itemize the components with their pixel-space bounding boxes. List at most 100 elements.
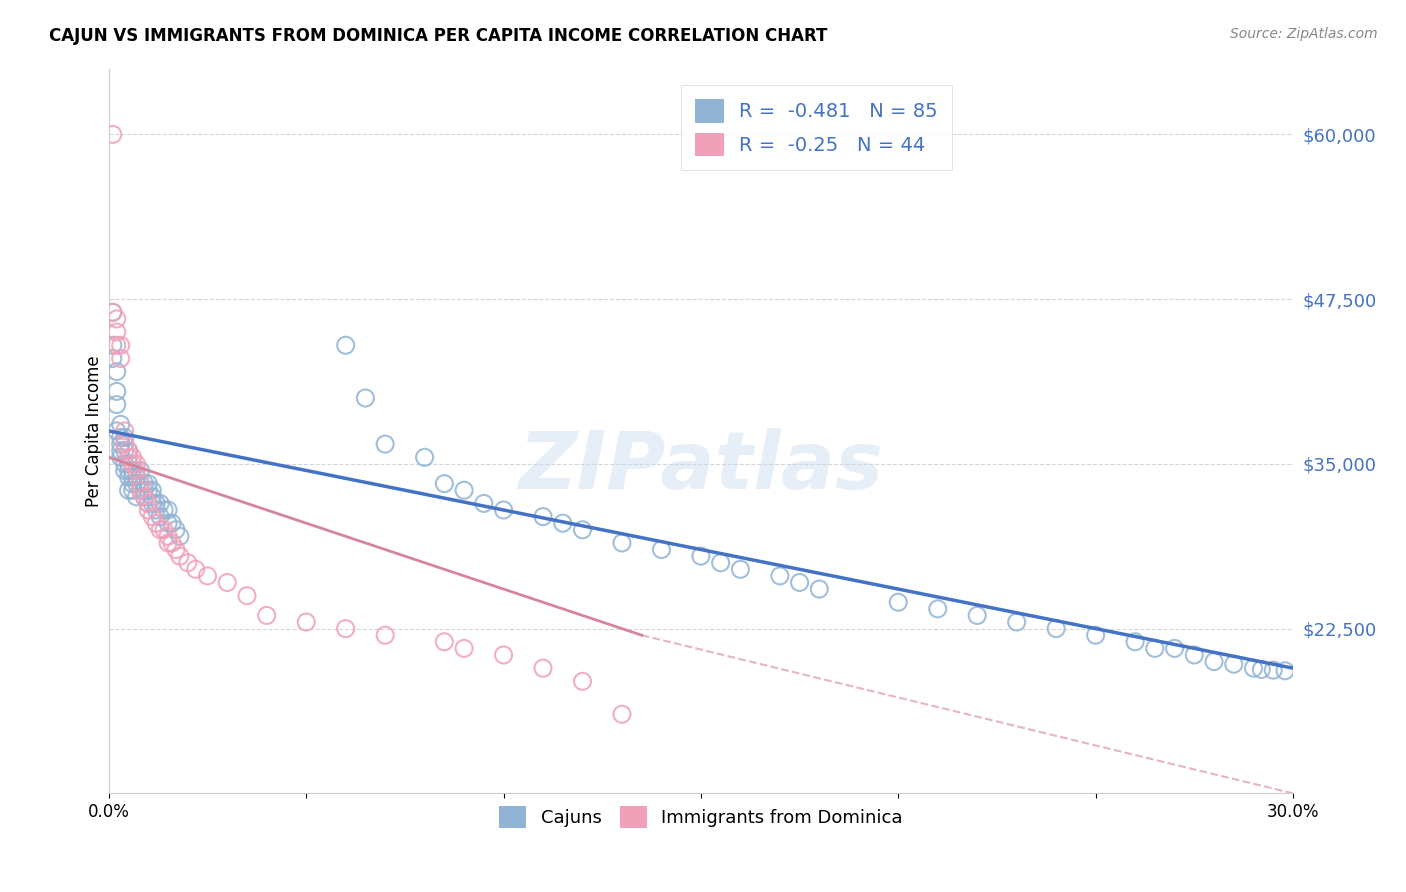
Point <box>217 575 239 590</box>
Point <box>105 325 128 339</box>
Point <box>121 476 143 491</box>
Point <box>149 496 172 510</box>
Point <box>1222 657 1244 672</box>
Point <box>610 536 633 550</box>
Text: ZIPatlas: ZIPatlas <box>519 428 883 506</box>
Point <box>160 516 183 531</box>
Point <box>129 483 152 498</box>
Point <box>157 503 180 517</box>
Point <box>472 496 495 510</box>
Point <box>110 430 132 444</box>
Point <box>129 483 152 498</box>
Point <box>1123 634 1146 648</box>
Point <box>157 536 180 550</box>
Point <box>551 516 574 531</box>
Point <box>136 476 159 491</box>
Point <box>492 503 515 517</box>
Point <box>117 470 139 484</box>
Point <box>571 674 593 689</box>
Point <box>117 443 139 458</box>
Point <box>531 509 554 524</box>
Point <box>141 496 163 510</box>
Point <box>413 450 436 465</box>
Point <box>184 562 207 576</box>
Point <box>105 365 128 379</box>
Point <box>101 305 124 319</box>
Text: CAJUN VS IMMIGRANTS FROM DOMINICA PER CAPITA INCOME CORRELATION CHART: CAJUN VS IMMIGRANTS FROM DOMINICA PER CA… <box>49 27 828 45</box>
Point <box>433 476 456 491</box>
Point <box>105 398 128 412</box>
Point <box>335 622 357 636</box>
Point <box>114 437 136 451</box>
Point <box>295 615 318 629</box>
Point <box>125 470 148 484</box>
Point <box>134 490 156 504</box>
Point <box>117 443 139 458</box>
Point <box>157 516 180 531</box>
Point <box>710 556 733 570</box>
Point <box>571 523 593 537</box>
Point <box>105 424 128 438</box>
Point <box>117 483 139 498</box>
Point <box>256 608 278 623</box>
Point <box>1202 655 1225 669</box>
Point <box>101 338 124 352</box>
Point <box>160 536 183 550</box>
Point <box>114 424 136 438</box>
Point <box>101 305 124 319</box>
Point <box>1163 641 1185 656</box>
Point <box>141 509 163 524</box>
Point <box>335 338 357 352</box>
Point <box>141 483 163 498</box>
Point <box>110 338 132 352</box>
Point <box>1005 615 1028 629</box>
Point <box>354 391 377 405</box>
Point <box>453 483 475 498</box>
Point <box>110 450 132 465</box>
Point <box>125 490 148 504</box>
Point <box>121 457 143 471</box>
Point <box>1274 664 1296 678</box>
Point <box>1084 628 1107 642</box>
Point <box>117 450 139 465</box>
Point <box>136 503 159 517</box>
Point <box>374 437 396 451</box>
Point <box>153 523 176 537</box>
Point <box>129 476 152 491</box>
Point <box>129 463 152 477</box>
Point <box>169 529 191 543</box>
Point <box>887 595 910 609</box>
Point <box>492 648 515 662</box>
Point <box>134 483 156 498</box>
Point <box>134 476 156 491</box>
Point <box>453 641 475 656</box>
Point <box>1263 663 1285 677</box>
Point <box>134 490 156 504</box>
Point <box>125 457 148 471</box>
Point <box>1182 648 1205 662</box>
Point <box>145 503 167 517</box>
Point <box>1243 661 1265 675</box>
Point <box>157 529 180 543</box>
Point <box>165 523 187 537</box>
Point <box>650 542 672 557</box>
Point <box>121 483 143 498</box>
Point <box>110 417 132 432</box>
Point <box>531 661 554 675</box>
Point <box>149 509 172 524</box>
Point <box>110 437 132 451</box>
Point <box>114 457 136 471</box>
Point <box>121 470 143 484</box>
Point <box>197 569 219 583</box>
Point <box>177 556 200 570</box>
Point <box>789 575 811 590</box>
Point <box>1045 622 1067 636</box>
Point <box>730 562 752 576</box>
Point <box>105 338 128 352</box>
Point <box>114 430 136 444</box>
Point <box>1250 663 1272 677</box>
Point <box>149 523 172 537</box>
Text: Source: ZipAtlas.com: Source: ZipAtlas.com <box>1230 27 1378 41</box>
Point <box>610 707 633 722</box>
Point <box>110 443 132 458</box>
